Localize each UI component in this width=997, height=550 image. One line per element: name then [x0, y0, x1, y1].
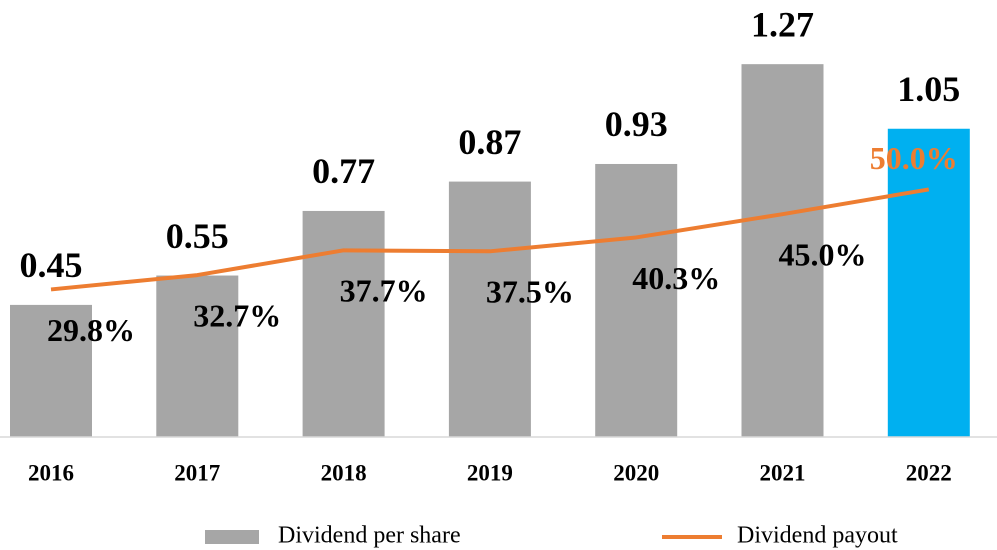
bar [741, 64, 824, 438]
bar [302, 210, 385, 437]
bar-value-label: 0.45 [20, 245, 83, 285]
bar [156, 275, 239, 437]
bar-value-label: 0.77 [312, 151, 375, 191]
x-tick-label: 2017 [174, 460, 220, 485]
x-tick-label: 2021 [760, 460, 806, 485]
bar-value-label: 1.05 [897, 69, 960, 109]
line-value-label: 37.7% [340, 273, 428, 309]
legend-label: Dividend payout [737, 523, 898, 549]
bar [448, 181, 531, 437]
bar [887, 128, 970, 437]
bar-value-label: 0.93 [605, 104, 668, 144]
payout-line [50, 187, 930, 292]
line-value-label: 29.8% [47, 312, 135, 348]
x-tick-label: 2020 [613, 460, 659, 485]
legend-swatch [205, 530, 259, 544]
bar [595, 163, 678, 437]
x-tick-label: 2016 [28, 460, 74, 485]
x-tick-label: 2022 [906, 460, 952, 485]
x-tick-label: 2019 [467, 460, 513, 485]
bar-value-label: 1.27 [751, 4, 814, 44]
line-value-label: 32.7% [193, 297, 281, 333]
bar-value-label: 0.55 [166, 216, 229, 256]
legend-label: Dividend per share [278, 523, 461, 549]
bar [10, 304, 92, 437]
line-value-label: 45.0% [779, 237, 867, 273]
line-value-label: 50.0% [870, 140, 958, 176]
line-value-label: 40.3% [632, 260, 720, 296]
line-value-label: 37.5% [486, 274, 574, 310]
bar-value-label: 0.87 [458, 122, 521, 162]
x-tick-label: 2018 [321, 460, 367, 485]
